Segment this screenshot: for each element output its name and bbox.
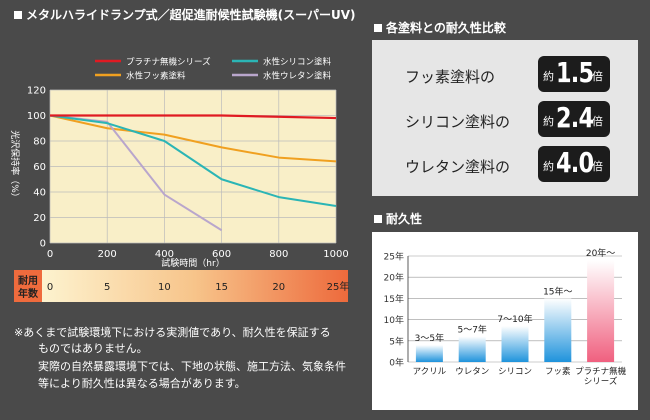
bullet-square-icon: [374, 24, 382, 32]
legend-label: プラチナ無機シリーズ: [126, 57, 211, 68]
line-chart-header: メタルハライドランプ式／超促進耐候性試験機(スーパーUV): [14, 6, 356, 23]
tick-labels: 0 20 40 60 80 100 120 0 200 400 600 800 1000: [27, 86, 349, 261]
years-label-line1: 耐用: [18, 274, 38, 287]
series-line: [50, 114, 337, 120]
comparison-panel: フッ素塗料の 約 1.5 倍 シリコン塗料の 約 2.4 倍 ウレタン塗料の 約…: [372, 40, 638, 196]
y-tick-label: 120: [27, 86, 46, 97]
legend-label: 水性シリコン塗料: [263, 57, 332, 68]
comparison-row-silicone: シリコン塗料の 約 2.4 倍: [372, 99, 638, 143]
x-tick-label: プラチナ無機: [575, 366, 627, 377]
x-tick-label: 200: [98, 249, 117, 260]
x-tick-label: シリーズ: [584, 376, 618, 387]
ratio-value: 2.4: [556, 101, 594, 134]
series-line: [49, 114, 337, 163]
bar: [415, 345, 443, 362]
years-scale: 耐用 年数 0 5 10 15 20 25年: [14, 270, 350, 302]
legend-label: 水性ウレタン塗料: [263, 71, 332, 82]
ratio-value: 4.0: [556, 146, 594, 179]
x-tick-label: 800: [269, 249, 288, 260]
ratio-suffix: 倍: [592, 70, 603, 83]
y-tick-label: 15年: [384, 293, 404, 305]
y-tick-label: 20年: [384, 272, 404, 284]
x-tick-label: ウレタン: [455, 367, 489, 377]
y-axis-label: 光沢保持率（%）: [9, 130, 21, 202]
comparison-label: シリコン塗料の: [405, 113, 511, 131]
x-tick-label: アクリル: [413, 367, 447, 377]
bar-data-label: 7～10年: [497, 313, 532, 325]
y-tick-label: 40: [33, 188, 46, 199]
x-tick-label: シリコン: [498, 367, 532, 377]
line-chart-header-text: メタルハライドランプ式／超促進耐候性試験機(スーパーUV): [26, 8, 356, 22]
bar-data-label: 3～5年: [415, 332, 444, 344]
years-tick-labels: 0 5 10 15 20 25年: [47, 280, 350, 293]
bullet-square-icon: [14, 11, 22, 19]
ratio-prefix: 約: [543, 160, 554, 173]
note-line-2: ものではありません。: [38, 342, 148, 355]
y-tick-label: 10年: [384, 314, 404, 326]
years-tick-label: 20: [272, 282, 285, 293]
series-lines: [49, 114, 337, 232]
bar-data-label: 5～7年: [457, 324, 486, 336]
y-tick-label: 0: [40, 239, 46, 250]
x-tick-label: フッ素: [545, 366, 571, 377]
bar-data-label: 20年～: [586, 247, 615, 259]
bars: [415, 260, 615, 362]
y-tick-label: 100: [27, 111, 46, 122]
y-tick-label: 25年: [384, 251, 404, 263]
y-tick-label: 5年: [389, 335, 404, 347]
bar: [501, 325, 529, 362]
ratio-badge: 約 1.5 倍: [538, 56, 610, 92]
bar: [458, 336, 486, 362]
ratio-prefix: 約: [543, 115, 554, 128]
ratio-value: 1.5: [556, 56, 594, 89]
y-tick-label: 60: [33, 162, 46, 173]
bullet-square-icon: [374, 215, 382, 223]
comparison-row-fluoro: フッ素塗料の 約 1.5 倍: [372, 54, 638, 98]
years-label-box: [14, 270, 42, 302]
note-line-3: 実際の自然暴露環境下では、下地の状態、施工方法、気象条件: [38, 360, 346, 373]
x-tick-label: 600: [212, 249, 231, 260]
ratio-prefix: 約: [543, 70, 554, 83]
years-label-line2: 年数: [18, 287, 39, 300]
comparison-label: ウレタン塗料の: [405, 158, 511, 176]
ratio-badge: 約 4.0 倍: [538, 146, 610, 182]
years-tick-label: 10: [158, 282, 171, 293]
durability-header-text: 耐久性: [386, 212, 423, 226]
years-tick-label: 0: [47, 282, 53, 293]
series-line: [49, 114, 337, 208]
y-tick-label: 80: [33, 137, 46, 148]
y-tick-label: 0年: [389, 357, 404, 369]
x-axis-label: 試験時間（hr）: [161, 257, 224, 268]
comparison-header-text: 各塗料との耐久性比較: [386, 21, 506, 35]
legend-label: 水性フッ素塗料: [126, 71, 186, 82]
bar-data-label: 15年～: [543, 285, 572, 297]
ratio-suffix: 倍: [592, 115, 603, 128]
years-gradient-bar: [42, 270, 348, 302]
x-tick-label: 0: [47, 249, 53, 260]
note-line-1: ※あくまで試験環境下における実測値であり、耐久性を保証する: [14, 326, 331, 339]
note-line-4: 等により耐久性は異なる場合があります。: [38, 377, 246, 390]
comparison-label: フッ素塗料の: [405, 68, 496, 86]
years-tick-label: 5: [104, 282, 110, 293]
durability-header: 耐久性: [374, 210, 422, 227]
x-tick-label: 1000: [323, 249, 348, 260]
ratio-suffix: 倍: [592, 160, 603, 173]
comparison-header: 各塗料との耐久性比較: [374, 19, 506, 36]
y-tick-label: 20: [33, 213, 46, 224]
bar: [587, 260, 615, 362]
x-tick-label: 400: [155, 249, 174, 260]
years-tick-label: 25年: [327, 280, 350, 293]
years-tick-label: 15: [215, 282, 228, 293]
bar: [544, 298, 572, 362]
comparison-row-urethane: ウレタン塗料の 約 4.0 倍: [372, 144, 638, 188]
ratio-badge: 約 2.4 倍: [538, 101, 610, 137]
